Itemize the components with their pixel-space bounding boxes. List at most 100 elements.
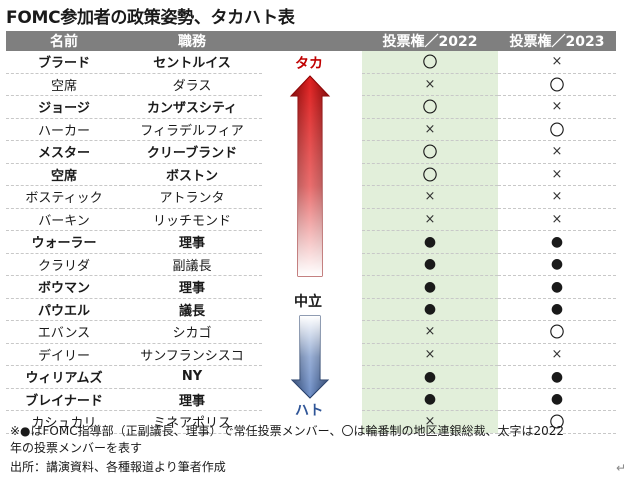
member-role: 理事	[122, 388, 262, 411]
open-circle-icon: 〇	[549, 413, 565, 432]
open-circle-icon: 〇	[549, 323, 565, 342]
member-role-text: リッチモンド	[152, 213, 231, 229]
footnote-line-2: 年の投票メンバーを表す	[10, 441, 143, 455]
scale-cell	[262, 208, 362, 231]
table-row: ボスティック アトランタ × ×	[6, 185, 616, 209]
member-role-text: ダラス	[172, 78, 212, 94]
vote-2023: ×	[498, 51, 616, 74]
member-role-text: クリーブランド	[146, 146, 238, 162]
member-name: カシュカリ	[6, 410, 122, 434]
scale-cell	[262, 253, 362, 276]
cross-icon: ×	[551, 144, 563, 160]
vote-2023: ●	[498, 275, 616, 299]
table-row: エバンス シカゴ × 〇	[6, 320, 616, 344]
member-name: 空席	[6, 73, 122, 96]
member-role-text: 理事	[178, 236, 205, 252]
member-name-text: ブレイナード	[25, 393, 103, 409]
cross-icon: ×	[424, 324, 436, 340]
scale-cell	[262, 231, 362, 254]
member-role-text: 副議長	[172, 258, 212, 274]
filled-circle-icon: ●	[423, 256, 437, 273]
neutral-label: 中立	[294, 294, 322, 310]
vote-2023: 〇	[498, 320, 616, 344]
member-name: ウォーラー	[6, 230, 122, 254]
member-name: ハーカー	[6, 118, 122, 141]
member-role: フィラデルフィア	[122, 118, 262, 141]
member-name-text: カシュカリ	[31, 416, 97, 432]
member-role-text: アトランタ	[159, 191, 225, 207]
table-row: デイリー サンフランシスコ × ×	[6, 343, 616, 366]
member-name-text: ボウマン	[37, 281, 90, 297]
member-name-text: ウォーラー	[31, 236, 97, 252]
member-name-text: ジョージ	[38, 101, 90, 117]
vote-2023: ●	[498, 230, 616, 254]
vote-2023: 〇	[498, 118, 616, 141]
table-row: ジョージ カンザスシティ 〇 ×	[6, 95, 616, 119]
fomc-table: 名前 職務 投票権／2022 投票権／2023 ブラード セントルイス〇 × 空席 ダラ…	[6, 31, 616, 434]
filled-circle-icon: ●	[423, 368, 437, 385]
member-role-text: NY	[181, 369, 203, 385]
scale-cell	[262, 163, 362, 186]
vote-2022: ×	[362, 118, 498, 141]
vote-2023: ×	[498, 163, 616, 186]
scale-cell	[262, 321, 362, 344]
vote-2022: ●	[362, 388, 498, 411]
filled-circle-icon: ●	[423, 233, 437, 250]
member-role-text: ミネアポリス	[152, 416, 231, 432]
vote-2022: ●	[362, 230, 498, 254]
member-name-text: ボスティック	[25, 191, 103, 207]
filled-circle-icon: ●	[423, 278, 437, 295]
table-row: ブレイナード 理事 ● ●	[6, 388, 616, 411]
member-role-text: 議長	[178, 303, 205, 319]
member-name-text: ハーカー	[37, 123, 90, 139]
open-circle-icon: 〇	[549, 120, 565, 139]
open-circle-icon: 〇	[422, 53, 438, 72]
cross-icon: ×	[424, 189, 436, 205]
member-name: ジョージ	[6, 95, 122, 119]
vote-2023: ×	[498, 95, 616, 119]
header-role: 職務	[122, 31, 262, 51]
member-role-text: セントルイス	[153, 56, 231, 72]
scale-cell	[262, 73, 362, 96]
member-name: エバンス	[6, 320, 122, 344]
member-name-text: パウエル	[37, 303, 90, 319]
table-row: メスター クリーブランド 〇 ×	[6, 140, 616, 164]
vote-2022: ×	[362, 343, 498, 366]
paragraph-mark-icon: ↵	[615, 461, 626, 475]
member-role: 理事	[122, 275, 262, 299]
member-name: 空席	[6, 163, 122, 186]
vote-2023: 〇	[498, 410, 616, 434]
member-role: 理事	[122, 230, 262, 254]
member-role: ボストン	[122, 163, 262, 186]
table-row: ブラード セントルイス 〇 ×	[6, 51, 616, 74]
member-name: ウィリアムズ	[6, 365, 122, 389]
filled-circle-icon: ●	[550, 301, 564, 318]
header-vote-2023: 投票権／2023	[498, 31, 616, 51]
member-role: ダラス	[122, 73, 262, 96]
vote-2022: ●	[362, 275, 498, 299]
member-name: クラリダ	[6, 253, 122, 276]
vote-2022: ×	[362, 320, 498, 344]
scale-cell	[262, 343, 362, 366]
member-role: セントルイス	[122, 51, 262, 74]
member-name-text: エバンス	[37, 326, 91, 342]
vote-2022: ●	[362, 253, 498, 276]
scale-cell	[262, 366, 362, 389]
vote-2022: ●	[362, 298, 498, 321]
vote-2023: ×	[498, 208, 616, 231]
table-row: ハーカー フィラデルフィア × 〇	[6, 118, 616, 141]
open-circle-icon: 〇	[422, 165, 438, 184]
vote-2022: ●	[362, 365, 498, 389]
filled-circle-icon: ●	[550, 278, 564, 295]
header-scale	[262, 31, 362, 51]
table-row: クラリダ 副議長 ● ●	[6, 253, 616, 276]
scale-cell	[262, 186, 362, 209]
member-role: リッチモンド	[122, 208, 262, 231]
table-row: カシュカリ ミネアポリス × 〇	[6, 410, 616, 434]
vote-2023: ●	[498, 388, 616, 411]
member-role: クリーブランド	[122, 140, 262, 164]
source-note: 出所：講演資料、各種報道より筆者作成	[10, 460, 226, 474]
filled-circle-icon: ●	[423, 301, 437, 318]
vote-2022: 〇	[362, 95, 498, 119]
member-role-text: シカゴ	[172, 326, 212, 342]
